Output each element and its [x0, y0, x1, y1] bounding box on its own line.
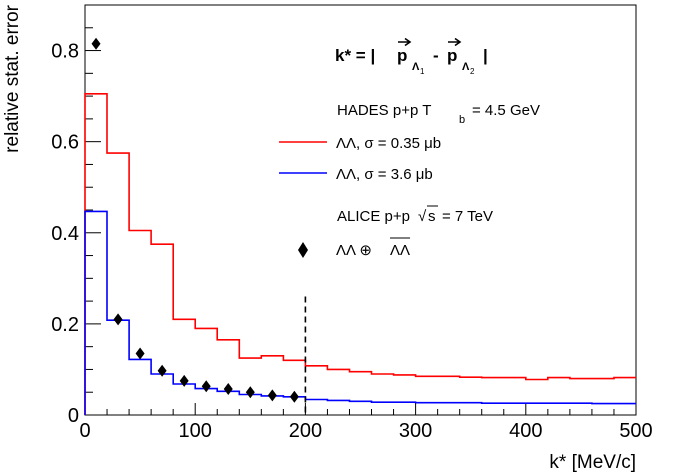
- formula-p2-subsub: 2: [470, 67, 475, 76]
- data-point-marker: [245, 386, 255, 399]
- hades-suffix: = 4.5 GeV: [472, 102, 540, 119]
- axis-tick-labels: 0 100 200 300 400 500 0 0.2 0.4 0.6 0.8: [51, 41, 653, 442]
- x-tick-label: 100: [179, 420, 212, 442]
- data-point-marker: [135, 347, 145, 360]
- legend-entry-red: ΛΛ, σ = 0.35 μb: [279, 135, 441, 152]
- x-tick-label: 200: [289, 420, 322, 442]
- hades-sub: b: [459, 114, 465, 126]
- formula-p1-subsub: 1: [420, 67, 425, 76]
- data-point-marker: [201, 380, 211, 393]
- axis-ticks: [84, 27, 637, 416]
- hades-header: HADES p+p T b = 4.5 GeV: [337, 102, 540, 126]
- vector-arrow-icon: [398, 37, 412, 47]
- data-point-marker: [113, 313, 123, 326]
- x-tick-label: 300: [399, 420, 432, 442]
- formula-lhs: k* = |: [335, 46, 375, 65]
- series-step-line-0: [84, 93, 636, 415]
- x-axis-title: k* [MeV/c]: [549, 452, 636, 473]
- y-tick-label: 0: [68, 405, 79, 427]
- series-layer: [84, 37, 636, 415]
- legend-red-label: ΛΛ, σ = 0.35 μb: [336, 135, 441, 152]
- formula-p2-sub: Λ: [462, 61, 470, 73]
- data-point-marker: [179, 374, 189, 387]
- alice-prefix: ALICE p+p: [337, 208, 410, 225]
- y-tick-label: 0.8: [51, 41, 79, 63]
- vector-arrow-icon: [448, 37, 462, 47]
- formula-p2: p: [447, 46, 457, 65]
- alice-suffix: = 7 TeV: [442, 208, 493, 225]
- x-tick-label: 0: [79, 420, 90, 442]
- formula-rhs: |: [483, 46, 488, 65]
- x-tick-label: 400: [509, 420, 542, 442]
- alice-sqrt-arg: s: [428, 208, 436, 225]
- alice-sqrt: √: [418, 208, 427, 225]
- data-point-marker: [91, 37, 101, 50]
- formula-p1-sub: Λ: [412, 61, 420, 73]
- legend-diamond-marker: [298, 242, 308, 258]
- hades-prefix: HADES p+p T: [337, 102, 431, 119]
- formula-minus: -: [433, 46, 439, 65]
- y-tick-label: 0.4: [51, 223, 79, 245]
- y-tick-label: 0.2: [51, 314, 79, 336]
- data-point-marker: [223, 383, 233, 396]
- legend-entry-alice: ΛΛ ⊕ ΛΛ: [298, 237, 411, 259]
- y-axis-title: relative stat. error: [2, 4, 23, 152]
- legend-blue-label: ΛΛ, σ = 3.6 μb: [336, 166, 433, 183]
- legend-entry-blue: ΛΛ, σ = 3.6 μb: [279, 166, 433, 183]
- data-point-marker: [267, 389, 277, 402]
- y-tick-label: 0.6: [51, 132, 79, 154]
- x-tick-label: 500: [619, 420, 652, 442]
- formula-annotation: k* = | p Λ 1 - p Λ 2 |: [335, 37, 488, 76]
- formula-p1: p: [397, 46, 407, 65]
- data-point-marker: [157, 364, 167, 377]
- legend-alice-label-bar: ΛΛ: [390, 242, 410, 259]
- legend-alice-label: ΛΛ ⊕: [336, 242, 372, 259]
- alice-header: ALICE p+p √ s = 7 TeV: [337, 205, 493, 225]
- data-point-marker: [289, 390, 299, 403]
